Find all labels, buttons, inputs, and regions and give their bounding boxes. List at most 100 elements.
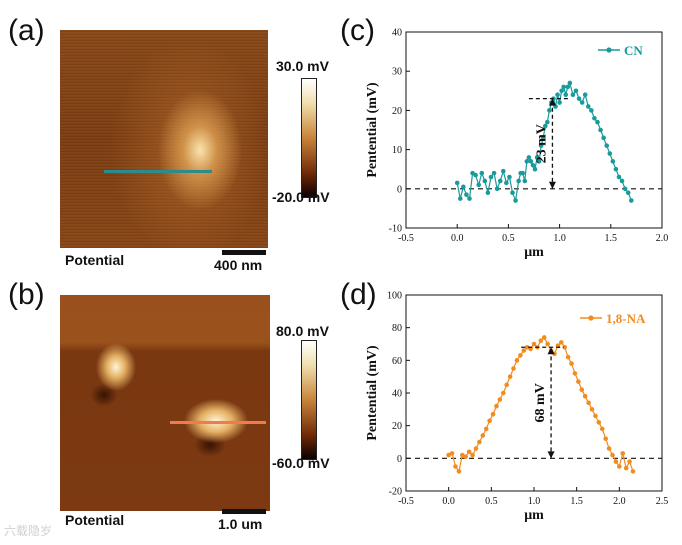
scalebar-b [222,509,266,514]
chart-c-data-point [497,178,503,184]
chart-d-data-point [500,390,506,396]
chart-d-x-tick-label: 1.5 [570,496,583,507]
chart-c-data-point [540,135,546,141]
chart-d-y-tick-label: 60 [392,356,402,367]
chart-c-data-point [470,170,475,176]
chart-c-annotation-arrow-bottom [548,181,556,189]
scalebar-b-label: 1.0 um [218,516,263,532]
scalebar-a-label: 400 nm [214,257,263,273]
afm-image-a [60,30,268,248]
afm-image-b [60,295,270,511]
chart-c-ylabel: Pentential (mV) [365,82,380,178]
chart-c-data-point [476,182,482,188]
chart-d-y-tick-label: 0 [397,454,402,465]
chart-c-data-point [454,180,460,186]
panel-a-label: (a) [8,14,45,47]
colorbar-b-min: -60.0 mV [272,455,330,471]
chart-c-data-point [565,84,571,90]
chart-c-data-point [592,115,597,121]
chart-d-data-point [593,413,598,419]
colorbar-b [301,340,317,460]
chart-c-annotation-label: 23 mV [534,124,549,163]
chart-c-data-point [500,168,506,174]
chart-d-y-tick-label: 80 [392,323,402,334]
chart-c-data-point [528,159,534,164]
chart-d-x-tick-label: 1.0 [528,496,541,507]
chart-c-data-point [549,100,554,105]
chart-d-data-point [521,348,527,353]
chart-c-x-tick-label: 2.0 [656,233,669,244]
chart-d-data-point [620,451,626,456]
chart-c-data-point [619,178,625,184]
chart-c-data-point [461,184,466,190]
chart-d-data-point [470,452,475,458]
chart-c-x-tick-label: 1.0 [553,233,566,244]
chart-c-data-point [589,108,594,113]
chart-c-data-point [522,178,528,184]
chart-c-data-point [485,190,491,196]
chart-d-data-point [603,436,608,442]
scalebar-a [222,250,266,255]
chart-d-data-point [569,361,574,366]
chart-d-annotation-arrow-top [547,347,555,355]
chart-d-annotation-label: 68 mV [533,383,548,422]
chart-d-data-point [460,452,465,458]
chart-d-annotation-arrow-bottom [547,451,555,459]
colorbar-a-max: 30.0 mV [276,58,329,74]
chart-d-data-point [582,393,588,399]
chart-c-data-point [542,123,548,129]
chart-c-y-tick-label: 10 [392,145,402,156]
chart-d-x-tick-label: 2.0 [613,496,626,507]
chart-d-data-point [531,341,537,347]
chart-c-data-point [585,104,591,109]
chart-d-data-point [507,374,513,379]
colorbar-a-min: -20.0 mV [272,189,330,205]
chart-c-data-point [504,180,509,186]
chart-d-y-tick-label: -20 [389,487,402,498]
chart-c-data-point [582,92,588,98]
chart-d-data-point [494,403,499,409]
chart-c-data-point [457,196,463,201]
panel-b-label: (b) [8,278,45,311]
caption-a: Potential [65,252,125,268]
chart-d-data-point [596,420,602,425]
chart-d-xlabel: μm [524,508,544,523]
chart-d-x-tick-label: 0.5 [485,496,498,507]
chart-c-legend-marker [606,47,612,53]
caption-b: Potential [65,512,125,528]
chart-d-data-point [559,340,564,345]
chart-d-data-point [487,418,492,424]
profile-line-a [104,170,212,173]
chart-c-data-point [491,170,497,176]
chart-d-data-point [562,344,568,350]
chart-c-data-point [607,151,613,156]
chart-d-data-point [589,407,595,412]
chart-c-data-point [538,143,544,148]
chart-d-data-point [617,464,622,469]
chart-d-data-point [623,465,629,471]
chart-c-xlabel: μm [524,245,544,260]
chart-d-data-point [514,358,520,363]
chart-c-data-point [479,170,485,176]
chart-c-data-point [553,104,558,109]
chart-d-data-point [504,382,509,388]
chart-d-data-point [463,454,469,460]
chart-c-x-tick-label: 0.5 [502,233,515,244]
chart-c-legend-label: CN [624,43,643,58]
chart-c-data-point [576,96,582,101]
chart-d-legend-marker [588,315,594,321]
chart-d-series-line [448,336,634,473]
chart-d-data-point [545,341,550,347]
chart-c-data-point [561,84,566,90]
chart-d-data-point [456,469,462,474]
chart-c-data-point [567,80,573,86]
chart-c-data-point [555,92,560,98]
chart-d-data-point [610,452,615,458]
chart-c-data-point [518,170,523,176]
chart-c-data-point [473,172,478,178]
watermark: 六载隐岁 [4,524,53,538]
chart-c-data-point [536,159,542,164]
chart-c-data-point [601,135,606,141]
chart-c-data-point [616,174,622,180]
chart-d-ylabel: Pentential (mV) [365,345,380,441]
